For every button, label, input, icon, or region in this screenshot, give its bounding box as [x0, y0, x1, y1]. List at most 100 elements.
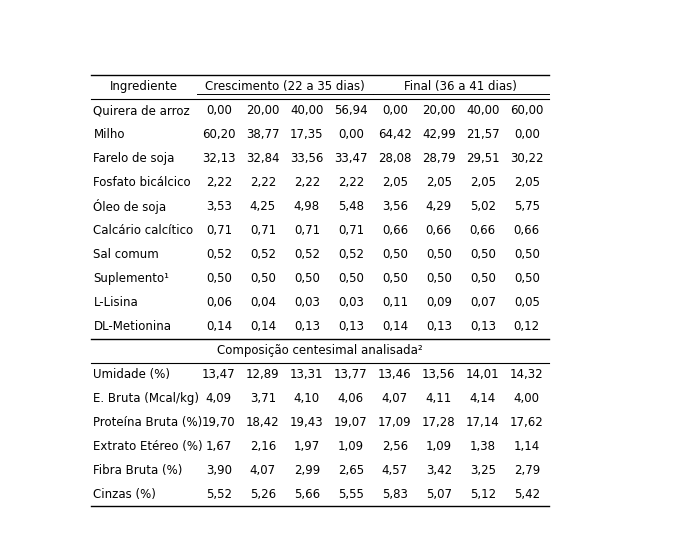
Text: 5,66: 5,66	[293, 488, 320, 501]
Text: 5,12: 5,12	[470, 488, 496, 501]
Text: Ingrediente: Ingrediente	[110, 80, 178, 93]
Text: 20,00: 20,00	[246, 104, 280, 117]
Text: 1,09: 1,09	[338, 440, 364, 453]
Text: 0,50: 0,50	[514, 248, 540, 261]
Text: Fibra Bruta (%): Fibra Bruta (%)	[94, 464, 183, 477]
Text: 14,32: 14,32	[510, 368, 544, 381]
Text: 13,77: 13,77	[334, 368, 367, 381]
Text: 0,50: 0,50	[470, 272, 496, 285]
Text: 0,52: 0,52	[206, 248, 232, 261]
Text: DL-Metionina: DL-Metionina	[94, 320, 172, 333]
Text: 0,50: 0,50	[426, 248, 451, 261]
Text: Suplemento¹: Suplemento¹	[94, 272, 170, 285]
Text: Final (36 a 41 dias): Final (36 a 41 dias)	[404, 80, 517, 93]
Text: Extrato Etéreo (%): Extrato Etéreo (%)	[94, 440, 203, 453]
Text: 13,56: 13,56	[422, 368, 456, 381]
Text: 0,14: 0,14	[250, 320, 276, 333]
Text: 0,52: 0,52	[338, 248, 364, 261]
Text: 4,07: 4,07	[382, 392, 408, 405]
Text: 0,00: 0,00	[206, 104, 232, 117]
Text: 0,50: 0,50	[294, 272, 319, 285]
Text: 0,13: 0,13	[294, 320, 320, 333]
Text: 2,99: 2,99	[293, 464, 320, 477]
Text: 0,00: 0,00	[338, 128, 364, 141]
Text: 5,52: 5,52	[206, 488, 232, 501]
Text: 0,50: 0,50	[382, 272, 408, 285]
Text: 17,14: 17,14	[466, 416, 500, 429]
Text: 2,16: 2,16	[250, 440, 276, 453]
Text: 18,42: 18,42	[246, 416, 280, 429]
Text: 0,05: 0,05	[514, 296, 540, 309]
Text: 0,66: 0,66	[425, 224, 452, 237]
Text: 0,50: 0,50	[338, 272, 364, 285]
Text: 0,07: 0,07	[470, 296, 496, 309]
Text: 2,22: 2,22	[206, 176, 232, 189]
Text: 2,56: 2,56	[382, 440, 408, 453]
Text: 5,55: 5,55	[338, 488, 364, 501]
Text: 13,47: 13,47	[202, 368, 235, 381]
Text: 60,20: 60,20	[202, 128, 235, 141]
Text: 0,13: 0,13	[338, 320, 364, 333]
Text: 2,79: 2,79	[514, 464, 540, 477]
Text: 2,22: 2,22	[338, 176, 364, 189]
Text: 17,09: 17,09	[378, 416, 412, 429]
Text: 42,99: 42,99	[422, 128, 456, 141]
Text: 1,97: 1,97	[293, 440, 320, 453]
Text: 1,09: 1,09	[425, 440, 452, 453]
Text: 4,25: 4,25	[250, 200, 276, 213]
Text: 3,53: 3,53	[206, 200, 232, 213]
Text: 4,06: 4,06	[338, 392, 364, 405]
Text: 12,89: 12,89	[246, 368, 280, 381]
Text: 14,01: 14,01	[466, 368, 499, 381]
Text: 40,00: 40,00	[290, 104, 324, 117]
Text: 0,50: 0,50	[426, 272, 451, 285]
Text: Crescimento (22 a 35 dias): Crescimento (22 a 35 dias)	[205, 80, 365, 93]
Text: 21,57: 21,57	[466, 128, 499, 141]
Text: 0,03: 0,03	[338, 296, 364, 309]
Text: 2,22: 2,22	[250, 176, 276, 189]
Text: 4,57: 4,57	[382, 464, 408, 477]
Text: 4,29: 4,29	[425, 200, 452, 213]
Text: Milho: Milho	[94, 128, 125, 141]
Text: 17,28: 17,28	[422, 416, 456, 429]
Text: 1,38: 1,38	[470, 440, 496, 453]
Text: 0,66: 0,66	[514, 224, 540, 237]
Text: 0,14: 0,14	[382, 320, 408, 333]
Text: 0,06: 0,06	[206, 296, 232, 309]
Text: 29,51: 29,51	[466, 152, 499, 165]
Text: 2,05: 2,05	[514, 176, 540, 189]
Text: 0,13: 0,13	[470, 320, 496, 333]
Text: 5,83: 5,83	[382, 488, 408, 501]
Text: 0,52: 0,52	[294, 248, 320, 261]
Text: 0,50: 0,50	[206, 272, 232, 285]
Text: Quirera de arroz: Quirera de arroz	[94, 104, 190, 117]
Text: Sal comum: Sal comum	[94, 248, 159, 261]
Text: 0,09: 0,09	[426, 296, 452, 309]
Text: 3,71: 3,71	[250, 392, 276, 405]
Text: 32,13: 32,13	[202, 152, 235, 165]
Text: 2,05: 2,05	[470, 176, 496, 189]
Text: 2,22: 2,22	[293, 176, 320, 189]
Text: 5,42: 5,42	[514, 488, 540, 501]
Text: 0,71: 0,71	[293, 224, 320, 237]
Text: 4,09: 4,09	[206, 392, 232, 405]
Text: 20,00: 20,00	[422, 104, 456, 117]
Text: 2,65: 2,65	[338, 464, 364, 477]
Text: 0,66: 0,66	[470, 224, 496, 237]
Text: 28,79: 28,79	[422, 152, 456, 165]
Text: 0,50: 0,50	[470, 248, 496, 261]
Text: Fosfato bicálcico: Fosfato bicálcico	[94, 176, 191, 189]
Text: 13,46: 13,46	[378, 368, 412, 381]
Text: 4,00: 4,00	[514, 392, 540, 405]
Text: 0,52: 0,52	[250, 248, 276, 261]
Text: Farelo de soja: Farelo de soja	[94, 152, 175, 165]
Text: 4,14: 4,14	[470, 392, 496, 405]
Text: 0,00: 0,00	[514, 128, 540, 141]
Text: 0,50: 0,50	[514, 272, 540, 285]
Text: 0,50: 0,50	[382, 248, 408, 261]
Text: 60,00: 60,00	[510, 104, 544, 117]
Text: 32,84: 32,84	[246, 152, 280, 165]
Text: 4,98: 4,98	[293, 200, 320, 213]
Text: 4,07: 4,07	[250, 464, 276, 477]
Text: 40,00: 40,00	[466, 104, 499, 117]
